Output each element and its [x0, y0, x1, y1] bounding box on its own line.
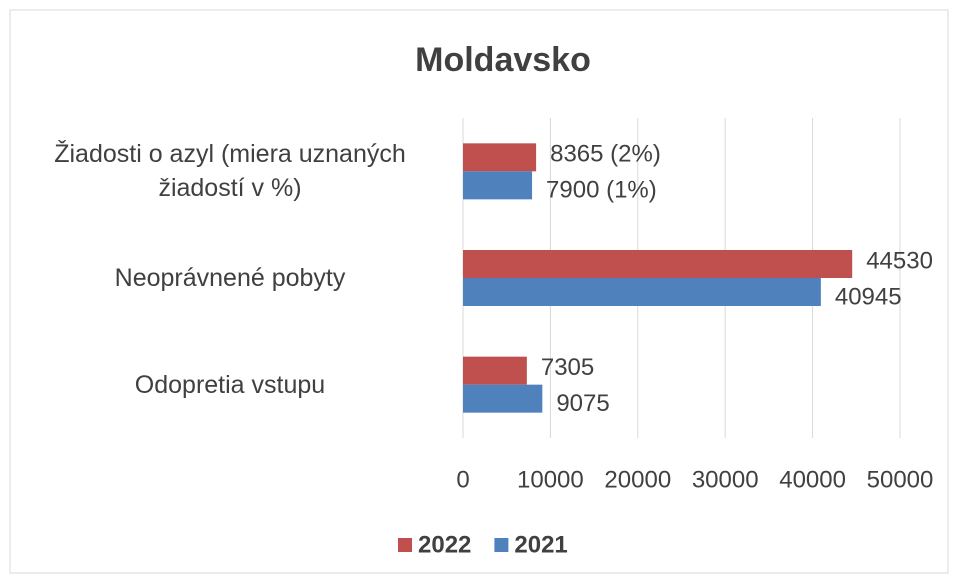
bar [463, 356, 527, 385]
category-label: Odopretia vstupu [134, 370, 326, 399]
chart-title: Moldavsko [415, 41, 591, 79]
legend-swatch [494, 538, 509, 552]
bar [463, 143, 537, 172]
category-label: Žiadosti o azyl (miera uznaných žiadostí… [54, 140, 406, 203]
bar [463, 278, 821, 306]
data-label: 9075 [556, 390, 609, 417]
x-tick-label: 50000 [867, 466, 934, 493]
legend-swatch [398, 538, 412, 552]
data-label: 44530 [866, 247, 933, 274]
x-tick-label: 0 [456, 466, 469, 493]
data-label: 40945 [835, 283, 902, 310]
bar [463, 250, 853, 278]
bar [463, 171, 533, 200]
x-tick-label: 40000 [779, 466, 846, 493]
data-label: 8365 (2%) [550, 141, 661, 168]
x-tick-label: 20000 [604, 466, 671, 493]
bar [463, 384, 543, 413]
legend-label: 2022 [418, 531, 471, 558]
data-label: 7900 (1%) [546, 177, 657, 204]
category-label: Neoprávnené pobyty [114, 264, 346, 292]
x-tick-label: 10000 [517, 466, 584, 493]
legend-label: 2021 [514, 531, 567, 558]
x-tick-label: 30000 [692, 466, 759, 493]
data-label: 7305 [541, 354, 594, 381]
